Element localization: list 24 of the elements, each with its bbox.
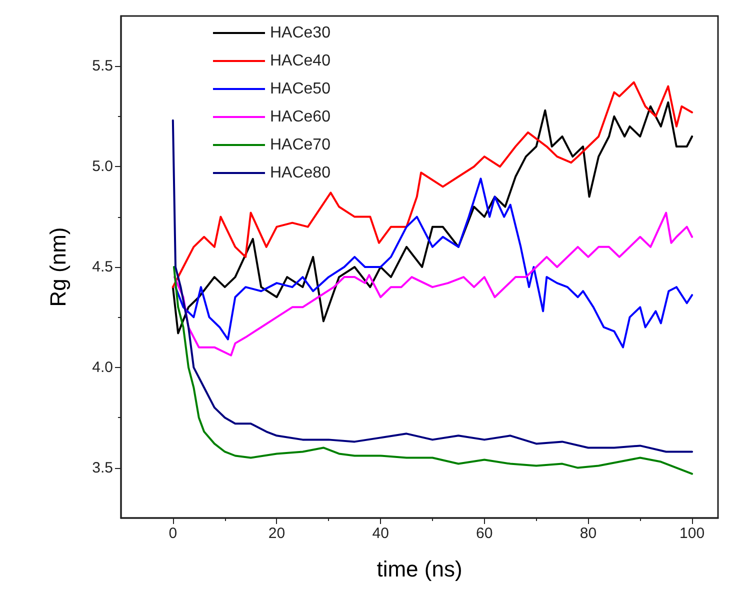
y-tick-label: 4.0	[92, 358, 113, 376]
line-series	[172, 101, 694, 334]
x-tick-label: 80	[580, 525, 597, 542]
legend-label: HACe70	[270, 136, 331, 154]
x-tick-label: 40	[372, 525, 389, 542]
x-tick-label: 0	[168, 525, 178, 542]
y-tick-label: 3.5	[92, 459, 113, 476]
y-axis-title: Rg (nm)	[46, 227, 70, 307]
legend-label: HACe80	[270, 164, 331, 182]
line-series	[172, 266, 694, 475]
legend-label: HACe30	[270, 24, 331, 42]
line-series	[173, 212, 694, 356]
line-series	[174, 178, 694, 348]
legend-label: HACe60	[270, 108, 331, 126]
x-tick-label: 60	[476, 525, 493, 542]
x-tick-label: 20	[268, 525, 286, 542]
y-tick-label: 4.5	[92, 258, 113, 276]
legend-label: HACe50	[270, 80, 331, 98]
x-axis-title: time (ns)	[376, 556, 462, 582]
x-tick-label: 100	[680, 525, 705, 542]
legend-label: HACe40	[270, 52, 331, 70]
line-series	[172, 81, 694, 288]
y-tick-label: 5.0	[92, 158, 113, 176]
y-tick-label: 5.5	[92, 58, 113, 75]
